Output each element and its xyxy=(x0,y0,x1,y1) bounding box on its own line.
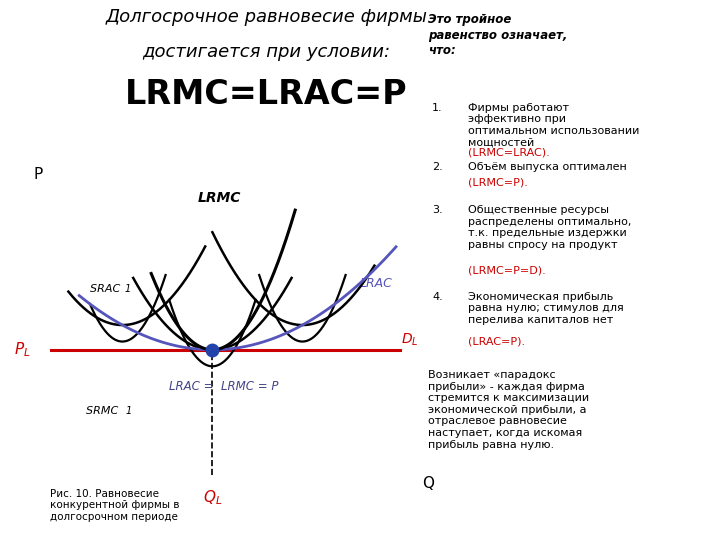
Text: SRMC: SRMC xyxy=(86,406,122,416)
Text: 1.: 1. xyxy=(432,103,443,113)
Text: Общественные ресурсы
распределены оптимально,
т.к. предельные издержки
равны спр: Общественные ресурсы распределены оптима… xyxy=(468,205,631,250)
Text: достигается при условии:: достигается при условии: xyxy=(143,43,390,61)
Text: Объём выпуска оптимален: Объём выпуска оптимален xyxy=(468,162,626,172)
Text: (LRAC=P).: (LRAC=P). xyxy=(468,337,525,347)
Text: Долгосрочное равновесие фирмы: Долгосрочное равновесие фирмы xyxy=(105,8,428,26)
Text: Это тройное
равенство означает,
что:: Это тройное равенство означает, что: xyxy=(428,14,568,57)
Text: LRMC=LRAC=P: LRMC=LRAC=P xyxy=(125,78,408,111)
Text: (LRMC=P=D).: (LRMC=P=D). xyxy=(468,266,546,276)
Text: LRMC: LRMC xyxy=(198,191,241,205)
Text: $P_L$: $P_L$ xyxy=(14,340,31,359)
Text: Рис. 10. Равновесие
конкурентной фирмы в
долгосрочном периоде: Рис. 10. Равновесие конкурентной фирмы в… xyxy=(50,489,180,522)
Text: $Q_L$: $Q_L$ xyxy=(203,488,222,507)
Text: (LRMC=LRAC).: (LRMC=LRAC). xyxy=(468,148,550,158)
Text: P: P xyxy=(33,167,42,183)
Text: Фирмы работают
эффективно при
оптимальном использовании
мощностей: Фирмы работают эффективно при оптимально… xyxy=(468,103,639,147)
Text: SRAC: SRAC xyxy=(90,284,124,294)
Text: Q: Q xyxy=(423,476,434,491)
Text: 2.: 2. xyxy=(432,162,443,172)
Text: 1: 1 xyxy=(125,284,130,294)
Text: LRAC =  LRMC = P: LRAC = LRMC = P xyxy=(169,380,279,393)
Text: (LRMC=P).: (LRMC=P). xyxy=(468,177,528,187)
Text: Возникает «парадокс
прибыли» - каждая фирма
стремится к максимизации
экономическ: Возникает «парадокс прибыли» - каждая фи… xyxy=(428,370,590,449)
Text: LRAC: LRAC xyxy=(360,276,393,290)
Text: Экономическая прибыль
равна нулю; стимулов для
перелива капиталов нет: Экономическая прибыль равна нулю; стимул… xyxy=(468,292,624,325)
Text: 4.: 4. xyxy=(432,292,443,302)
Text: 1: 1 xyxy=(126,406,132,416)
Text: $D_L$: $D_L$ xyxy=(402,332,419,348)
Text: 3.: 3. xyxy=(432,205,443,215)
